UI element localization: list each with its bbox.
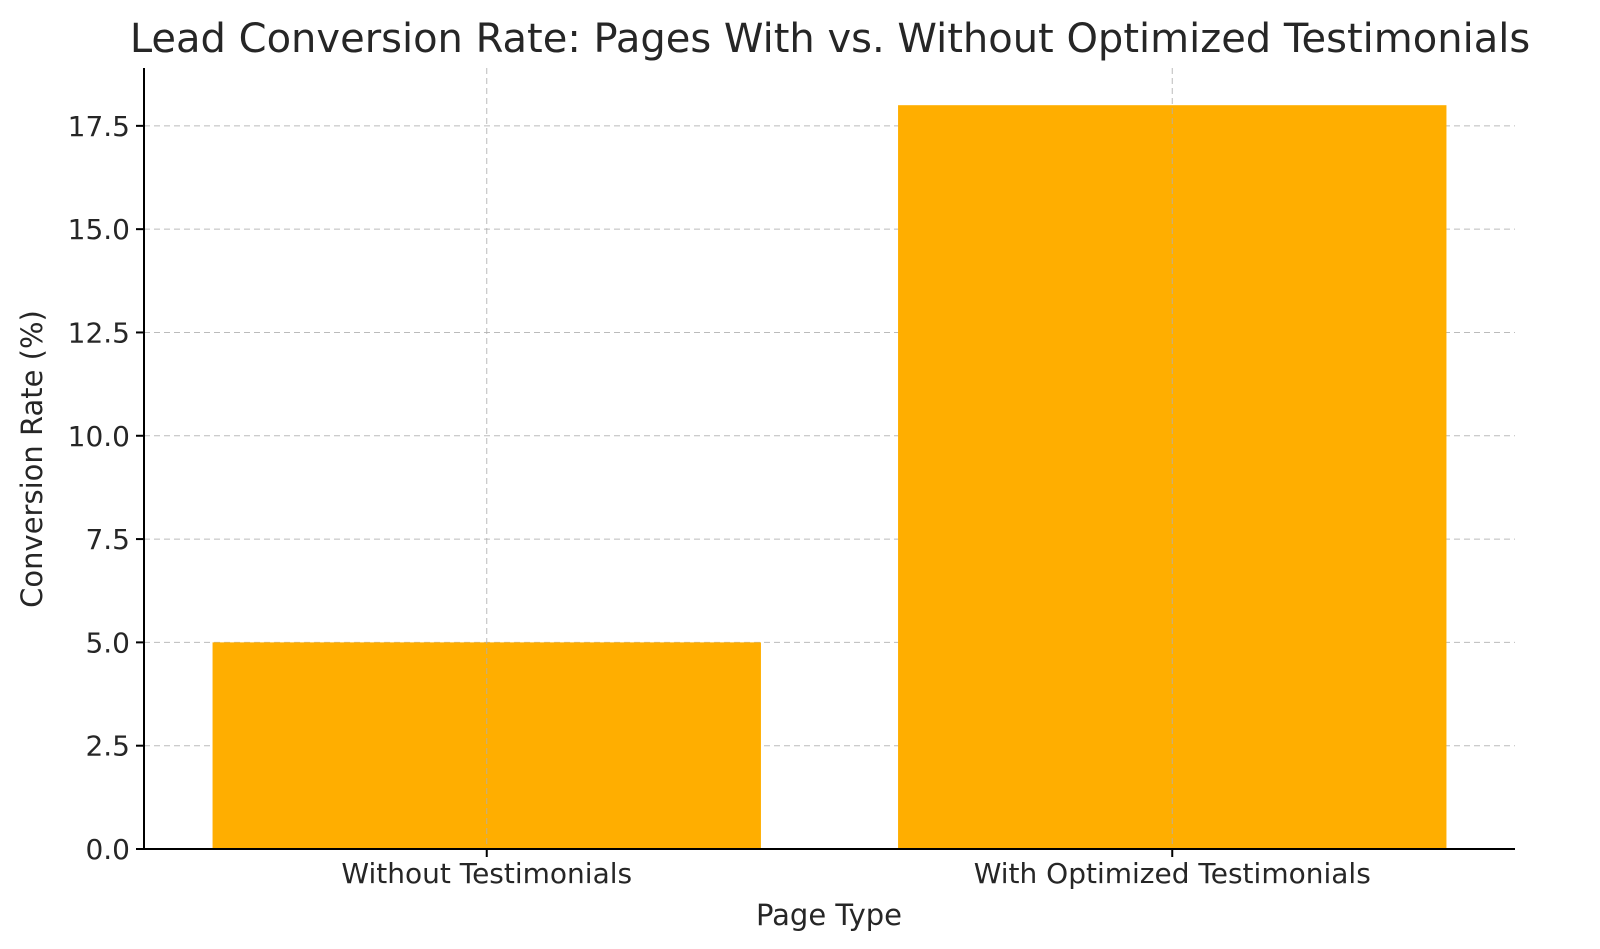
y-ticks: 0.0 2.5 5.0 7.5 10.0 12.5 15.0 17.5	[68, 110, 144, 866]
y-tick-label: 2.5	[85, 730, 130, 763]
y-axis-label: Conversion Rate (%)	[15, 310, 49, 608]
x-axis-label: Page Type	[756, 898, 902, 932]
chart-title: Lead Conversion Rate: Pages With vs. Wit…	[130, 16, 1530, 62]
x-tick-label: With Optimized Testimonials	[974, 857, 1371, 890]
y-tick-label: 12.5	[68, 316, 130, 349]
bar	[212, 642, 761, 849]
vertical-grid-lines	[486, 68, 1173, 849]
x-tick-label: Without Testimonials	[341, 857, 632, 890]
bar	[898, 105, 1447, 849]
x-ticks: Without Testimonials With Optimized Testi…	[341, 849, 1371, 890]
y-tick-label: 7.5	[85, 523, 130, 556]
y-tick-label: 17.5	[68, 110, 130, 143]
y-tick-label: 5.0	[85, 626, 130, 659]
y-tick-label: 0.0	[85, 833, 130, 866]
y-tick-label: 15.0	[68, 213, 130, 246]
bars	[212, 105, 1447, 849]
y-tick-label: 10.0	[68, 420, 130, 453]
